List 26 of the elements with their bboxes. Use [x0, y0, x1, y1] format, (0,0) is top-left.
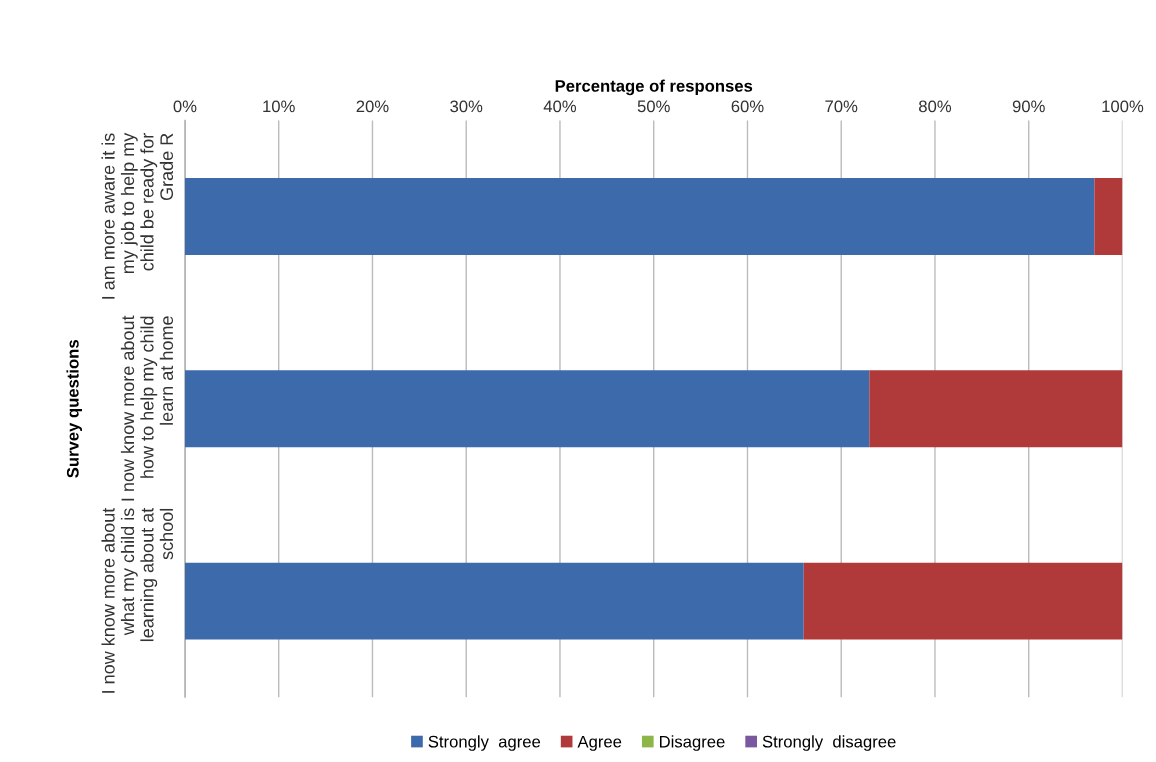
x-tick-label: 40%	[543, 100, 577, 113]
legend-label: Strongly agree	[428, 735, 541, 751]
x-tick-label: 70%	[825, 100, 858, 113]
x-axis-title: Percentage of responses	[555, 79, 753, 96]
y-axis-title: Survey questions	[66, 340, 83, 478]
x-tick-label: 50%	[637, 100, 670, 113]
legend-label: Agree	[577, 735, 622, 751]
y-tick-label: I now know more about what my child is learning about at school	[101, 507, 174, 693]
bar	[184, 178, 1095, 255]
y-tick-label: I now know more about how to help my child learn at home	[120, 315, 174, 501]
y-tick-label: I am more aware it is my job to help my child be ready for Grade R	[101, 132, 174, 299]
legend-label: Disagree	[659, 735, 725, 751]
bar	[1094, 178, 1123, 255]
x-tick-label: 80%	[919, 100, 952, 113]
bar	[184, 370, 870, 448]
legend-label: Strongly disagree	[762, 735, 896, 751]
bar	[869, 370, 1123, 448]
x-tick-label: 60%	[731, 100, 764, 113]
x-tick-label: 10%	[263, 100, 295, 113]
x-tick-label: 0%	[173, 100, 197, 113]
bar	[184, 562, 804, 640]
x-tick-label: 100%	[1102, 100, 1144, 113]
x-tick-label: 30%	[450, 100, 483, 113]
x-tick-label: 20%	[356, 100, 389, 113]
bar	[803, 562, 1123, 640]
x-tick-label: 90%	[1012, 100, 1045, 113]
